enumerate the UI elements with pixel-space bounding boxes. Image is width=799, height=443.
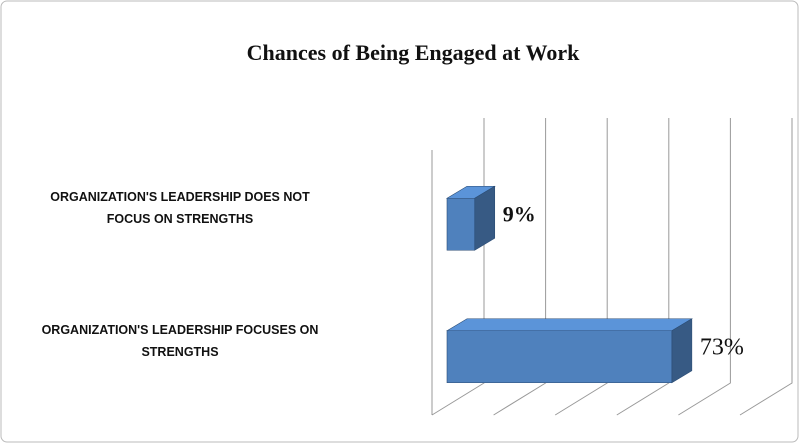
bar <box>447 319 692 383</box>
value-label: 73% <box>700 334 744 360</box>
category-label: ORGANIZATION'S LEADERSHIP DOES NOT FOCUS… <box>30 186 330 230</box>
category-label: ORGANIZATION'S LEADERSHIP FOCUSES ON STR… <box>30 319 330 363</box>
page: Chances of Being Engaged at Work 9% 73% O… <box>0 0 799 443</box>
value-label: 9% <box>503 201 536 226</box>
bar-top <box>447 319 692 331</box>
chart-title: Chances of Being Engaged at Work <box>247 40 580 65</box>
bar <box>447 186 495 250</box>
bar-front <box>447 198 475 250</box>
bar-front <box>447 331 672 383</box>
